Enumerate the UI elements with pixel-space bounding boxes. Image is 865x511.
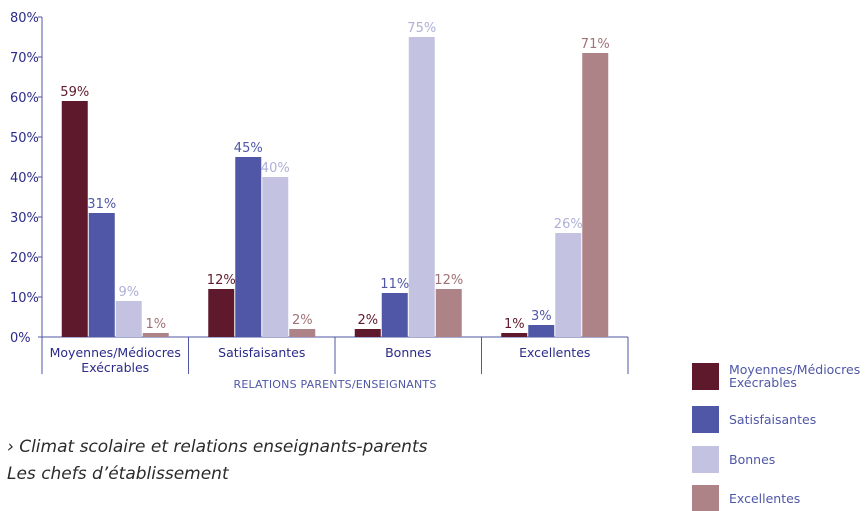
bar bbox=[289, 329, 316, 337]
data-label: 9% bbox=[118, 285, 139, 300]
bar bbox=[208, 289, 235, 337]
bar bbox=[142, 333, 169, 337]
data-label: 11% bbox=[380, 277, 409, 292]
data-label: 1% bbox=[145, 317, 166, 332]
data-label: 2% bbox=[357, 313, 378, 328]
data-label: 1% bbox=[504, 317, 525, 332]
bar bbox=[354, 329, 381, 337]
legend-swatch bbox=[692, 406, 719, 433]
y-tick-label: 10% bbox=[10, 291, 39, 306]
bar bbox=[501, 333, 528, 337]
bar bbox=[381, 293, 408, 337]
bar bbox=[555, 233, 582, 337]
legend-swatch bbox=[692, 485, 719, 511]
y-tick-label: 60% bbox=[10, 91, 39, 106]
data-label: 31% bbox=[87, 197, 116, 212]
legend-label: Bonnes bbox=[729, 452, 775, 467]
category-label: Bonnes bbox=[385, 345, 431, 360]
y-tick-label: 40% bbox=[10, 171, 39, 186]
data-label: 71% bbox=[581, 37, 610, 52]
legend-swatch bbox=[692, 446, 719, 473]
x-axis-title: RELATIONS PARENTS/ENSEIGNANTS bbox=[233, 378, 436, 391]
legend-swatch bbox=[692, 363, 719, 390]
data-label: 26% bbox=[554, 217, 583, 232]
bar bbox=[115, 301, 142, 337]
bar bbox=[61, 101, 88, 337]
y-tick-label: 70% bbox=[10, 51, 39, 66]
category-label: Satisfaisantes bbox=[218, 345, 305, 360]
data-label: 40% bbox=[261, 161, 290, 176]
bar bbox=[262, 177, 289, 337]
caption-subtitle: Les chefs d’établissement bbox=[7, 464, 229, 484]
y-tick-label: 0% bbox=[10, 331, 31, 346]
bar bbox=[528, 325, 555, 337]
bar bbox=[408, 37, 435, 337]
y-tick-label: 80% bbox=[10, 11, 39, 26]
caption-title: › Climat scolaire et relations enseignan… bbox=[7, 437, 428, 457]
category-label: Moyennes/Médiocres bbox=[50, 345, 181, 360]
bar bbox=[435, 289, 462, 337]
data-label: 59% bbox=[60, 85, 89, 100]
legend-label: Exécrables bbox=[729, 375, 797, 390]
bar bbox=[582, 53, 609, 337]
data-label: 12% bbox=[207, 273, 236, 288]
bar bbox=[88, 213, 115, 337]
y-tick-label: 30% bbox=[10, 211, 39, 226]
data-label: 45% bbox=[234, 141, 263, 156]
data-label: 12% bbox=[434, 273, 463, 288]
y-tick-label: 50% bbox=[10, 131, 39, 146]
data-label: 2% bbox=[292, 313, 313, 328]
data-label: 75% bbox=[407, 21, 436, 36]
bar bbox=[235, 157, 262, 337]
data-label: 3% bbox=[531, 309, 552, 324]
legend-label: Satisfaisantes bbox=[729, 412, 816, 427]
y-tick-label: 20% bbox=[10, 251, 39, 266]
legend-label: Excellentes bbox=[729, 491, 800, 506]
category-label: Exécrables bbox=[81, 360, 149, 375]
legend-label: Moyennes/Médiocres bbox=[729, 362, 860, 377]
category-label: Excellentes bbox=[519, 345, 590, 360]
